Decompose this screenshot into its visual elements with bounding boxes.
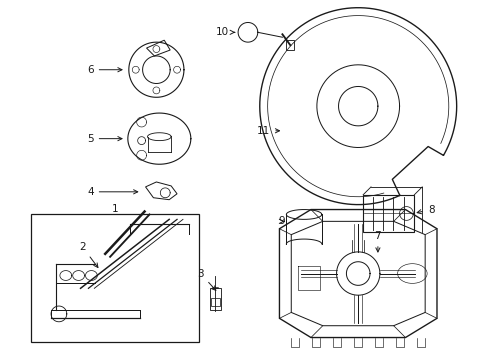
Bar [286, 40, 294, 50]
Text: 10: 10 [215, 27, 234, 37]
Text: 6: 6 [87, 65, 122, 75]
Text: 8: 8 [416, 204, 433, 215]
Bar [363, 195, 413, 232]
Text: 9: 9 [278, 216, 284, 226]
Text: 5: 5 [87, 134, 122, 144]
Bar [31, 215, 198, 342]
Text: 1: 1 [111, 204, 118, 215]
Text: 4: 4 [87, 187, 138, 197]
Text: 7: 7 [374, 231, 381, 252]
Bar [209, 288, 221, 310]
Text: 2: 2 [79, 242, 98, 267]
Bar [210, 298, 220, 306]
Text: 11: 11 [257, 126, 279, 136]
Text: 3: 3 [197, 269, 215, 291]
